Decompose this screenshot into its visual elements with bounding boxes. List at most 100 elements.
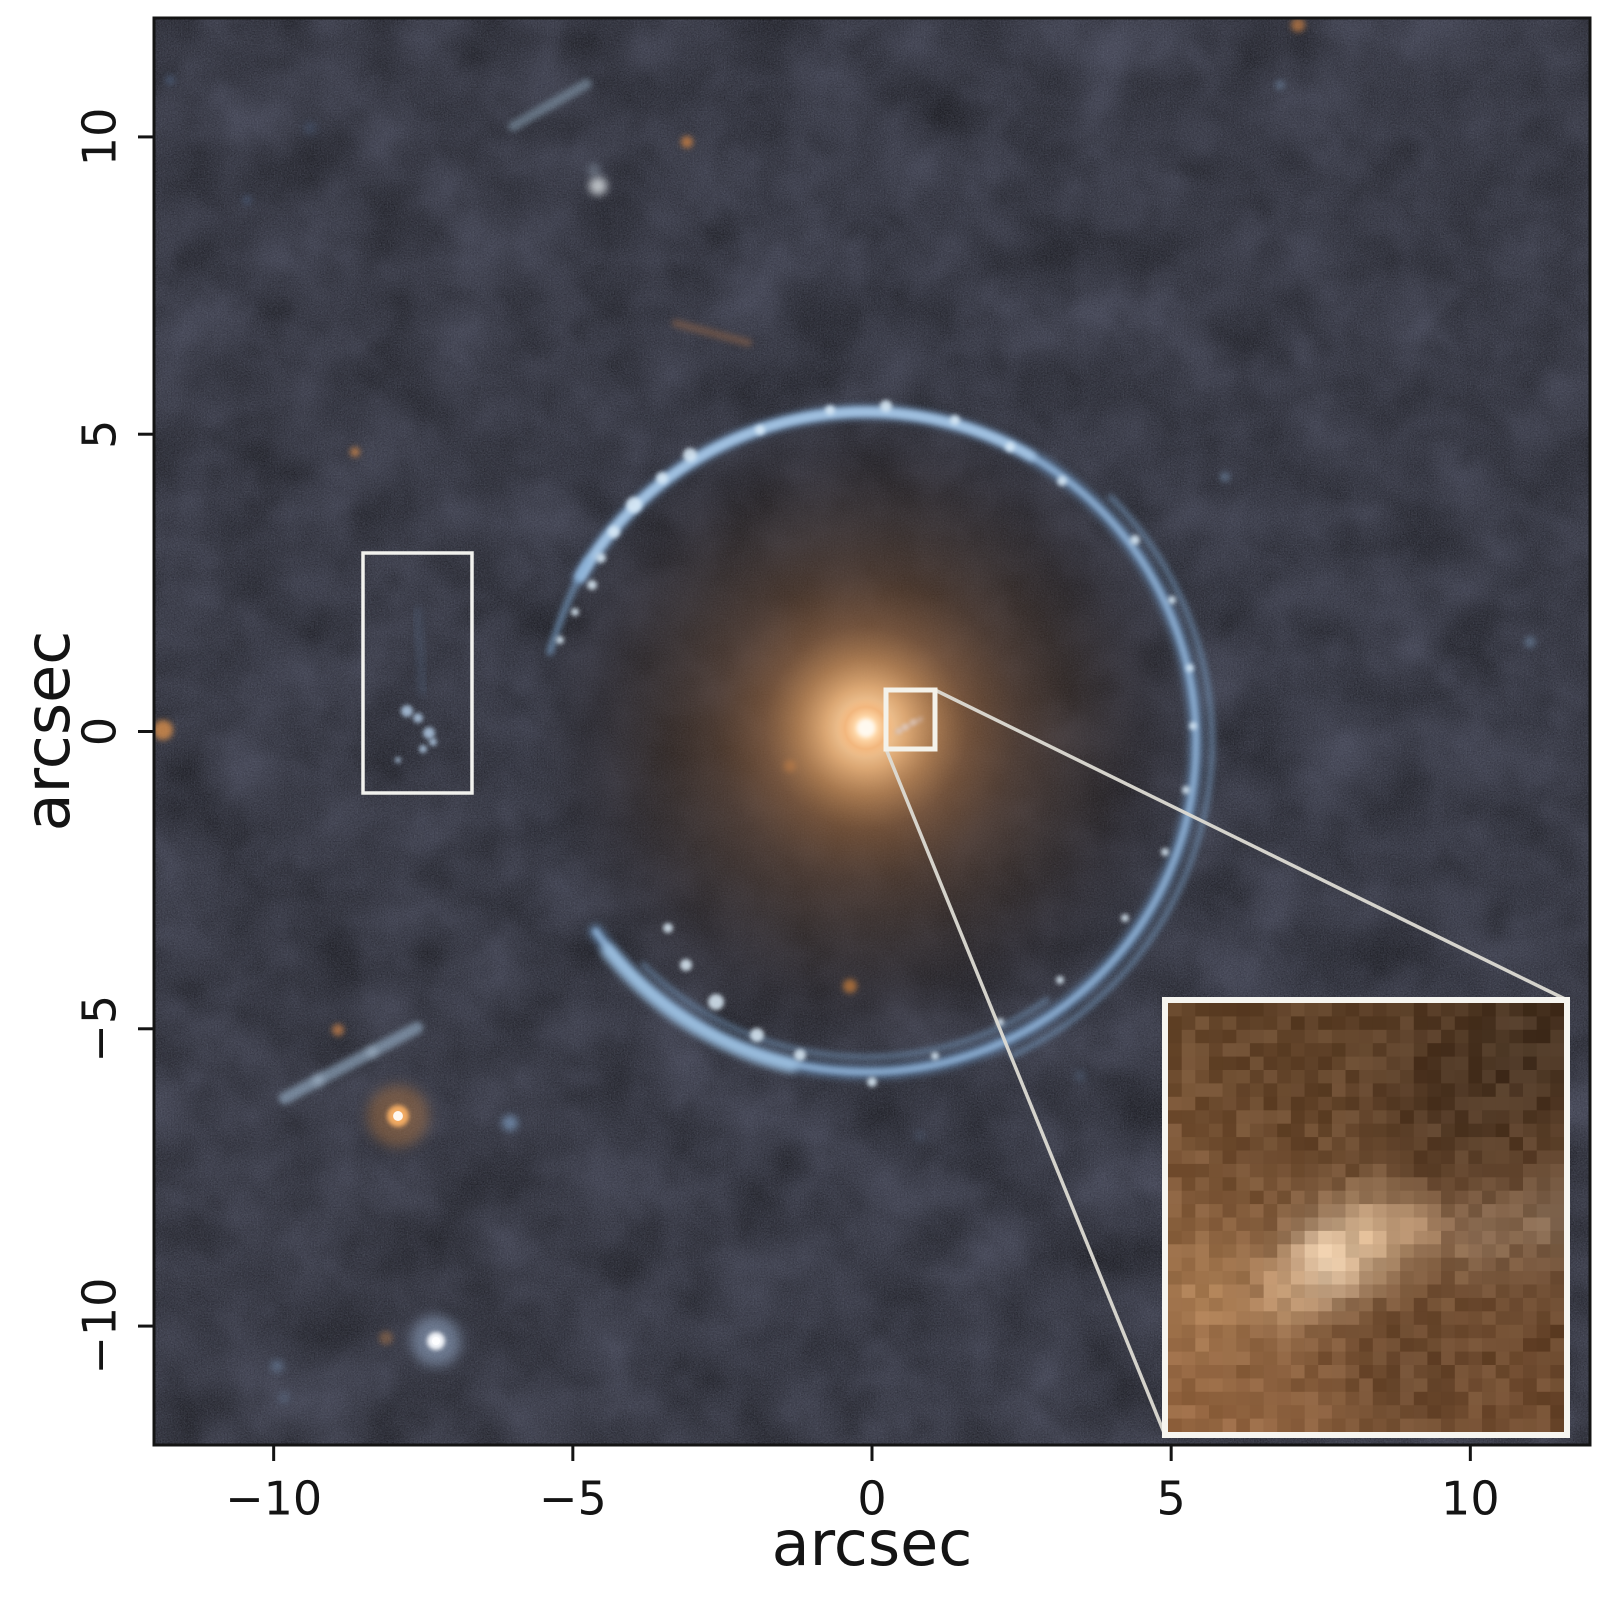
- mosaic-cell: [1359, 1378, 1374, 1393]
- mosaic-cell: [1536, 1391, 1551, 1406]
- mosaic-cell: [1495, 1190, 1510, 1205]
- wisp-knot: [401, 705, 413, 717]
- mosaic-cell: [1468, 1110, 1483, 1125]
- mosaic-cell: [1181, 1405, 1196, 1420]
- mosaic-cell: [1441, 1297, 1456, 1312]
- mosaic-cell: [1318, 1244, 1333, 1259]
- mosaic-cell: [1413, 1365, 1428, 1379]
- mosaic-cell: [1454, 1405, 1469, 1420]
- mosaic-cell: [1236, 1378, 1251, 1393]
- mosaic-cell: [1222, 1016, 1237, 1031]
- mosaic-cell: [1536, 1338, 1551, 1353]
- mosaic-cell: [1263, 1190, 1278, 1205]
- mosaic-cell: [1168, 1083, 1182, 1098]
- mosaic-cell: [1536, 1070, 1551, 1084]
- ring-arc: [601, 943, 799, 1073]
- mosaic-cell: [1168, 1257, 1182, 1272]
- mosaic-cell: [1550, 1204, 1565, 1219]
- mosaic-cell: [1427, 1110, 1442, 1125]
- mosaic-cell: [1468, 1297, 1483, 1312]
- mosaic-cell: [1304, 1217, 1319, 1232]
- mosaic-cell: [1249, 1110, 1264, 1125]
- mosaic-cell: [1222, 1137, 1237, 1152]
- mosaic-cell: [1495, 1217, 1510, 1232]
- ring-knot: [755, 425, 765, 435]
- mosaic-cell: [1249, 1338, 1264, 1353]
- mosaic-cell: [1550, 1177, 1565, 1192]
- mosaic-cell: [1509, 1163, 1524, 1178]
- mosaic-cell: [1550, 1378, 1565, 1393]
- mosaic-cell: [1345, 1405, 1360, 1420]
- mosaic-cell: [1495, 1324, 1510, 1339]
- mosaic-cell: [1331, 1391, 1346, 1406]
- mosaic-cell: [1168, 1070, 1182, 1084]
- mosaic-cell: [1195, 1378, 1210, 1393]
- mosaic-cell: [1468, 1230, 1483, 1245]
- mosaic-cell: [1263, 1096, 1278, 1111]
- mosaic-cell: [1468, 1418, 1483, 1433]
- mosaic-cell: [1495, 1418, 1510, 1433]
- mosaic-cell: [1441, 1405, 1456, 1420]
- mosaic-cell: [1427, 1137, 1442, 1152]
- mosaic-cell: [1386, 1177, 1401, 1192]
- mosaic-cell: [1386, 1190, 1401, 1205]
- mosaic-cell: [1277, 1311, 1292, 1326]
- mosaic-cell: [1168, 1378, 1182, 1393]
- background-galaxy-streak: [508, 78, 592, 132]
- mosaic-cell: [1331, 1150, 1346, 1165]
- mosaic-cell: [1181, 1324, 1196, 1339]
- wisp-knot: [429, 738, 437, 746]
- mosaic-cell: [1359, 1230, 1374, 1245]
- mosaic-cell: [1386, 1257, 1401, 1272]
- mosaic-cell: [1249, 1418, 1264, 1433]
- mosaic-cell: [1523, 1016, 1537, 1031]
- mosaic-cell: [1331, 1096, 1346, 1111]
- mosaic-cell: [1386, 1378, 1401, 1393]
- x-tick-label: 5: [1157, 1472, 1186, 1526]
- mosaic-cell: [1331, 1324, 1346, 1339]
- mosaic-cell: [1181, 1338, 1196, 1353]
- annotation-rectangle: [361, 551, 474, 795]
- mosaic-cell: [1550, 1096, 1565, 1111]
- mosaic-cell: [1482, 1418, 1497, 1433]
- mosaic-cell: [1277, 1003, 1292, 1017]
- mosaic-cell: [1413, 1217, 1428, 1232]
- mosaic-cell: [1318, 1257, 1333, 1272]
- mosaic-cell: [1249, 1204, 1264, 1219]
- mosaic-cell: [1304, 1324, 1319, 1339]
- mosaic-cell: [1318, 1003, 1333, 1017]
- mosaic-cell: [1454, 1311, 1469, 1326]
- mosaic-cell: [1372, 1190, 1387, 1205]
- mosaic-cell: [1372, 1284, 1387, 1299]
- mosaic-cell: [1441, 1338, 1456, 1353]
- mosaic-cell: [1195, 1003, 1210, 1017]
- mosaic-cell: [1441, 1110, 1456, 1125]
- mosaic-cell: [1331, 1271, 1346, 1286]
- mosaic-cell: [1359, 1271, 1374, 1286]
- mosaic-cell: [1468, 1378, 1483, 1393]
- mosaic-cell: [1249, 1163, 1264, 1178]
- mosaic-cell: [1331, 1230, 1346, 1245]
- mosaic-cell: [1413, 1297, 1428, 1312]
- mosaic-cell: [1454, 1190, 1469, 1205]
- mosaic-cell: [1318, 1110, 1333, 1125]
- mosaic-cell: [1290, 1190, 1305, 1205]
- mosaic-cell: [1277, 1244, 1292, 1259]
- ring-knot: [825, 405, 835, 415]
- mosaic-cell: [1168, 1217, 1182, 1232]
- mosaic-cell: [1168, 1110, 1182, 1125]
- mosaic-cell: [1523, 1029, 1537, 1044]
- mosaic-cell: [1468, 1204, 1483, 1219]
- mosaic-cell: [1400, 1029, 1415, 1044]
- mosaic-cell: [1372, 1056, 1387, 1071]
- mosaic-cell: [1209, 1271, 1223, 1286]
- mosaic-cell: [1482, 1043, 1497, 1058]
- mosaic-cell: [1523, 1257, 1537, 1272]
- mosaic-cell: [1345, 1177, 1360, 1192]
- mosaic-cell: [1263, 1110, 1278, 1125]
- mosaic-cell: [1468, 1137, 1483, 1152]
- mosaic-cell: [1441, 1284, 1456, 1299]
- mosaic-cell: [1195, 1324, 1210, 1339]
- mosaic-cell: [1523, 1284, 1537, 1299]
- x-axis-label: arcsec: [772, 1507, 973, 1580]
